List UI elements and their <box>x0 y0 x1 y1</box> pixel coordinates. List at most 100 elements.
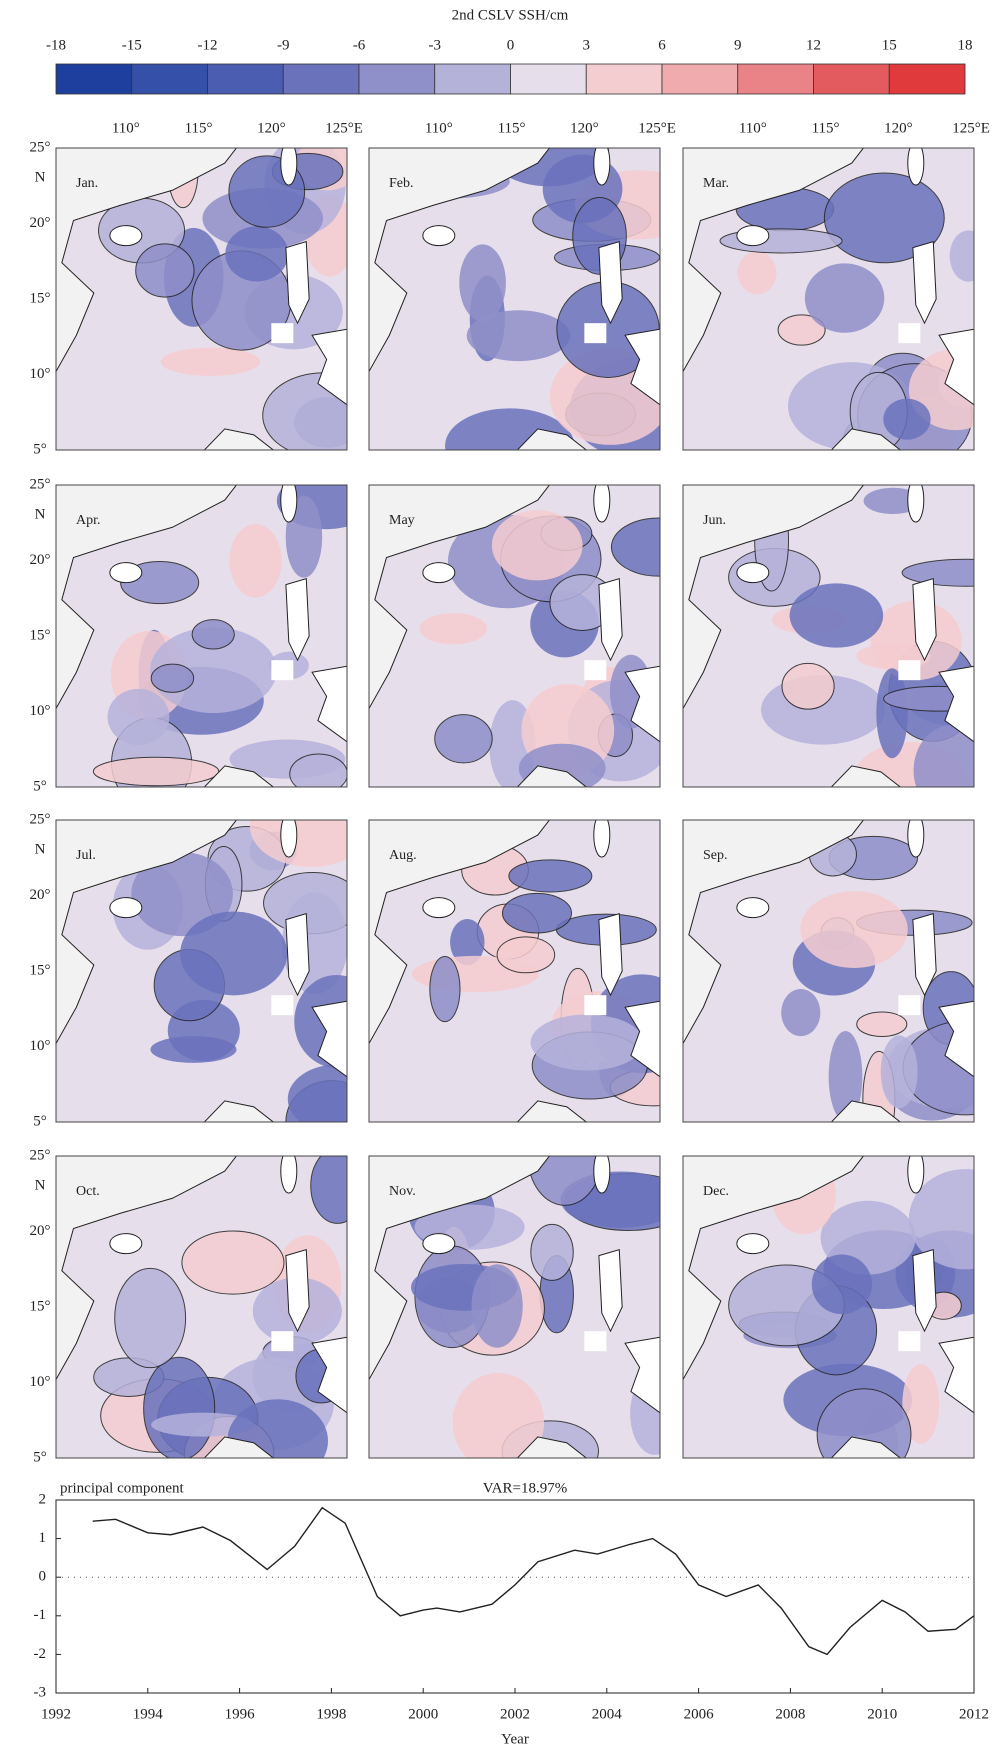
anomaly-blob <box>435 715 492 763</box>
colorbar-tick-label: -9 <box>277 37 290 53</box>
x-axis-label: Year <box>501 1731 529 1747</box>
colorbar-swatch <box>283 64 359 94</box>
island <box>898 660 920 680</box>
colorbar-swatch <box>814 64 890 94</box>
colorbar-swatch <box>586 64 662 94</box>
colorbar-tick-label: -3 <box>429 37 442 53</box>
colorbar-swatch <box>359 64 435 94</box>
anomaly-blob <box>136 244 194 297</box>
lat-label: 15° <box>30 962 51 978</box>
colorbar-tick-label: 12 <box>806 37 821 53</box>
colorbar-tick-label: -15 <box>122 37 142 53</box>
y-tick-label: -3 <box>34 1684 47 1700</box>
anomaly-blob <box>182 1231 284 1294</box>
colorbar-swatch <box>511 64 587 94</box>
anomaly-blob <box>151 664 194 692</box>
island <box>584 323 606 343</box>
x-tick-label: 2012 <box>959 1706 989 1722</box>
lat-label: 25° <box>30 139 51 155</box>
map-panel <box>683 478 994 820</box>
lon-label: 115° <box>812 120 840 136</box>
lat-label: 15° <box>30 1298 51 1314</box>
colorbar-tick-label: -18 <box>46 37 66 53</box>
month-label: Feb. <box>389 176 414 191</box>
anomaly-blob <box>509 860 592 892</box>
anomaly-blob <box>502 893 571 933</box>
x-tick-label: 2006 <box>684 1706 715 1722</box>
lat-label: 20° <box>30 552 51 568</box>
anomaly-blob <box>531 1224 573 1280</box>
map-panel <box>369 111 702 482</box>
anomaly-blob <box>884 686 993 711</box>
island <box>271 660 293 680</box>
island <box>584 995 606 1015</box>
colorbar-tick-label: 18 <box>958 37 973 53</box>
island <box>898 1331 920 1351</box>
island <box>737 563 769 583</box>
lat-label: 15° <box>30 290 51 306</box>
anomaly-blob <box>150 1036 236 1063</box>
anomaly-blob <box>250 785 371 867</box>
anomaly-blob <box>881 1035 918 1108</box>
lon-label: 110° <box>112 120 140 136</box>
month-label: Jul. <box>76 848 96 863</box>
lat-label: 5° <box>33 1113 47 1129</box>
island <box>423 1234 455 1254</box>
month-label: Mar. <box>703 176 729 191</box>
anomaly-blob <box>812 1255 872 1315</box>
lon-label: 110° <box>739 120 767 136</box>
lat-label: 25° <box>30 811 51 827</box>
lat-label: 25° <box>30 476 51 492</box>
anomaly-blob <box>225 226 288 281</box>
x-tick-label: 2000 <box>408 1706 438 1722</box>
pc-line <box>93 1508 974 1655</box>
anomaly-blob <box>459 244 506 321</box>
lat-label: 25° <box>30 1147 51 1163</box>
anomaly-blob <box>290 754 348 794</box>
island <box>271 1331 293 1351</box>
month-label: Dec. <box>703 1184 729 1199</box>
lon-label: 120° <box>257 120 286 136</box>
x-tick-label: 2004 <box>592 1706 623 1722</box>
lat-label: 10° <box>30 1038 51 1054</box>
anomaly-blob <box>950 230 988 281</box>
anomaly-blob <box>115 1268 186 1367</box>
colorbar-tick-label: 3 <box>583 37 591 53</box>
island <box>584 1331 606 1351</box>
anomaly-blob <box>497 937 555 973</box>
lon-label: 120° <box>570 120 599 136</box>
anomaly-blob <box>180 911 287 995</box>
anomaly-blob <box>192 620 234 649</box>
month-label: Jun. <box>703 513 726 528</box>
colorbar-swatch <box>435 64 511 94</box>
map-panel <box>369 1109 692 1482</box>
island <box>423 226 455 246</box>
island <box>110 563 142 583</box>
map-panel <box>56 785 389 1162</box>
island <box>898 323 920 343</box>
map-panel <box>56 473 376 808</box>
y-tick-label: 1 <box>39 1530 47 1546</box>
lat-label: 5° <box>33 778 47 794</box>
lat-label: 5° <box>33 441 47 457</box>
lon-label: 125°E <box>952 120 990 136</box>
island <box>110 1234 142 1254</box>
island <box>271 323 293 343</box>
map-panel <box>369 813 696 1125</box>
month-label: Nov. <box>389 1184 416 1199</box>
lat-label: N <box>35 1178 46 1194</box>
anomaly-blob <box>492 510 583 580</box>
lon-label: 110° <box>425 120 453 136</box>
colorbar-tick-label: 0 <box>507 37 515 53</box>
island <box>423 563 455 583</box>
colorbar-tick-label: -12 <box>198 37 218 53</box>
anomaly-blob <box>430 957 460 1022</box>
y-tick-label: 0 <box>39 1569 47 1585</box>
lat-label: 10° <box>30 1374 51 1390</box>
anomaly-blob <box>805 263 884 332</box>
lon-label: 115° <box>498 120 526 136</box>
month-label: Oct. <box>76 1184 100 1199</box>
anomaly-blob <box>790 583 884 647</box>
island <box>737 226 769 246</box>
lat-label: 15° <box>30 627 51 643</box>
